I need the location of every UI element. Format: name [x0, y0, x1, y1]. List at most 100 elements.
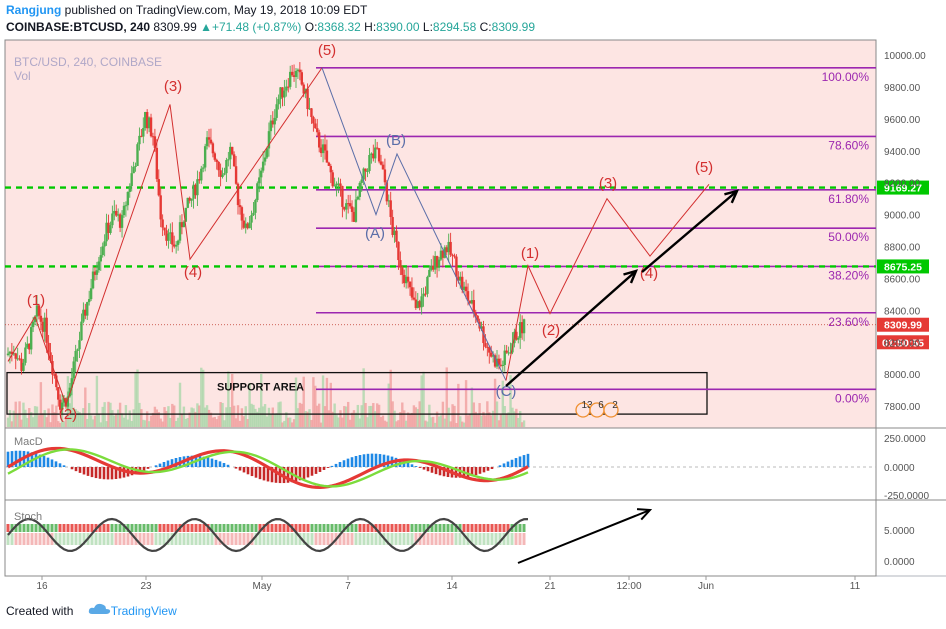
stoch-heat-cell: [446, 524, 450, 532]
volume-bar: [74, 409, 77, 427]
tradingview-link[interactable]: TradingView: [110, 604, 177, 618]
macd-hist-bar: [246, 467, 250, 475]
macd-hist-bar: [42, 456, 46, 467]
macd-hist-bar: [54, 461, 58, 467]
stoch-heat-cell: [134, 524, 138, 532]
stoch-heat-cell: [326, 533, 330, 545]
volume-bar: [335, 414, 338, 427]
stoch-heat-cell: [378, 533, 382, 545]
stoch-heat-cell: [234, 533, 238, 545]
macd-hist-bar: [354, 455, 358, 467]
volume-bar: [354, 412, 358, 427]
volume-bar: [93, 415, 97, 427]
stoch-heat-cell: [6, 533, 10, 545]
volume-bar: [389, 369, 392, 427]
macd-hist-bar: [198, 456, 202, 467]
candle-body: [503, 350, 506, 365]
price-chart-svg[interactable]: SUPPORT AREA 100.00% 78.60% 61.80% 50.00% 38…: [0, 38, 946, 594]
stoch-heat-cell: [70, 533, 74, 545]
volume-bar: [408, 413, 412, 427]
volume-bar: [97, 414, 101, 427]
price-tick-label: 8400.00: [884, 306, 921, 317]
stoch-heat-cell: [146, 524, 150, 532]
candle-body: [472, 300, 476, 314]
time-tick-label: 16: [36, 581, 48, 592]
macd-hist-bar: [14, 450, 18, 467]
stoch-heat-cell: [214, 533, 218, 545]
stoch-heat-cell: [406, 524, 410, 532]
candle-body: [515, 331, 518, 340]
projected-wave-line: [505, 183, 710, 381]
stoch-heat-cell: [322, 524, 326, 532]
candle-body: [244, 223, 247, 228]
volume-bar: [196, 403, 199, 427]
volume-bar: [80, 414, 83, 427]
stoch-heat-cell: [234, 524, 238, 532]
volume-bar: [358, 418, 361, 427]
stoch-heat-cell: [166, 524, 170, 532]
candle-body: [138, 135, 141, 145]
volume-bar: [505, 413, 508, 427]
stoch-heat-cell: [194, 524, 198, 532]
stoch-heat-cell: [386, 533, 390, 545]
wave-label: (C): [496, 383, 517, 400]
stoch-heat-cell: [522, 524, 526, 532]
volume-bar: [457, 383, 460, 427]
price-change: +71.48 (+0.87%): [212, 20, 302, 34]
stoch-heat-cell: [118, 524, 122, 532]
stoch-heat-cell: [38, 533, 42, 545]
stoch-heat-cell: [194, 533, 198, 545]
chart-area[interactable]: SUPPORT AREA 100.00% 78.60% 61.80% 50.00% 38…: [0, 38, 946, 594]
volume-bar: [120, 413, 124, 427]
candle-body: [403, 274, 406, 284]
volume-bar: [203, 407, 207, 427]
candle-body: [428, 269, 431, 277]
candle-body: [449, 241, 452, 255]
macd-hist-bar: [118, 467, 122, 479]
volume-bar: [33, 406, 37, 427]
stoch-heat-cell: [354, 524, 358, 532]
volume-bar: [493, 378, 497, 427]
stoch-heat-cell: [518, 524, 522, 532]
candle-body: [401, 267, 404, 275]
candle-body: [6, 353, 10, 356]
volume-bar: [356, 404, 360, 427]
volume-bar: [383, 420, 387, 427]
volume-bar: [443, 418, 447, 427]
candle-body: [389, 200, 392, 218]
candle-body: [261, 161, 265, 171]
volume-bar: [333, 403, 336, 427]
macd-hist-bar: [190, 455, 194, 467]
macd-hist-bar: [238, 467, 242, 471]
candle-body: [374, 147, 377, 159]
volume-bar: [256, 411, 259, 427]
arrows-layer: 13 6 2: [505, 189, 740, 564]
candle-body: [225, 160, 228, 174]
volume-bar: [8, 410, 12, 427]
macd-hist-bar: [346, 458, 350, 467]
volume-bar: [381, 415, 385, 427]
volume-bar: [60, 402, 64, 427]
macd-hist-bar: [514, 458, 518, 467]
volume-bar: [176, 417, 180, 427]
stoch-heat-cell: [514, 533, 518, 545]
volume-bar: [242, 416, 246, 427]
candle-body: [321, 144, 325, 154]
macd-hist-bar: [410, 464, 414, 467]
candle-body: [269, 120, 273, 132]
volume-bar: [115, 414, 118, 427]
candle-body: [375, 147, 379, 149]
volume-bar: [26, 418, 29, 427]
axis-layer: 10000.00 9800.00 9600.00 9400.00 9200.00 9000…: [36, 51, 929, 592]
volume-bar: [447, 407, 450, 427]
macd-hist-bar: [274, 467, 278, 483]
candle-body: [491, 355, 495, 357]
volume-bar: [437, 416, 441, 427]
volume-bar: [360, 405, 363, 427]
volume-bar: [292, 419, 296, 427]
candle-body: [136, 144, 139, 166]
stoch-heat-cell: [18, 524, 22, 532]
stoch-heat-cell: [162, 524, 166, 532]
stoch-heat-cell: [510, 533, 514, 545]
author-link[interactable]: Rangjung: [6, 3, 62, 17]
